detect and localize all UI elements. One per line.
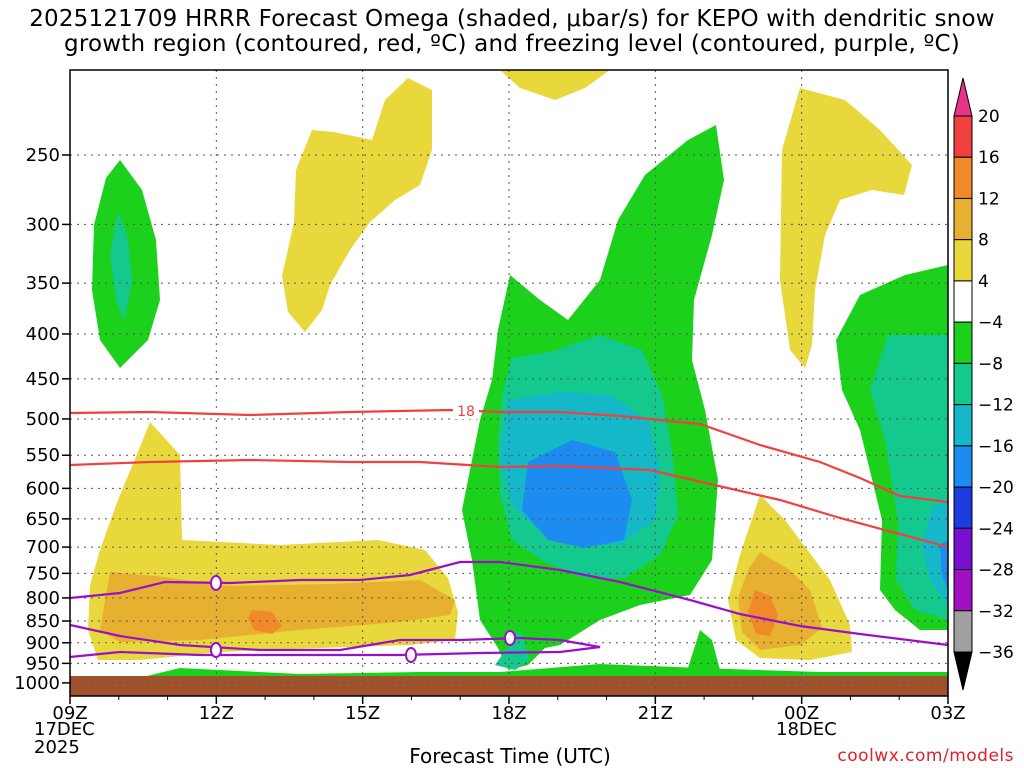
x-tick-label-15Z: 15Z	[345, 703, 380, 724]
colorbar: 20 16 12 8 4 −4 −8 −12 −16 −20 −24 −28 −32 −36	[953, 77, 1014, 691]
freezing-label-mid-center	[405, 647, 417, 663]
colorbar-swatch-top	[953, 77, 973, 117]
colorbar-label-6: −8	[978, 354, 1003, 374]
y-tick-label-700: 700	[26, 537, 60, 558]
omega-shade-sink-right-blue	[940, 540, 948, 590]
date-label-start-day: 17DEC	[34, 719, 95, 740]
x-axis: 09Z 12Z 15Z 18Z 21Z 00Z 03Z	[52, 696, 966, 724]
freezing-level-upper	[70, 560, 948, 647]
colorbar-swatch-2	[953, 156, 973, 199]
freezing-label-mid-right	[504, 630, 516, 646]
chart-title-line-1: 2025121709 HRRR Forecast Omega (shaded, …	[29, 6, 995, 32]
y-tick-label-950: 950	[26, 653, 60, 674]
colorbar-swatch-12	[953, 569, 973, 612]
colorbar-label-5: −4	[978, 313, 1003, 333]
omega-shade-sink-surface-peak	[688, 630, 720, 670]
omega-shade-rise-right	[780, 88, 912, 368]
dendritic-upper-contour	[70, 408, 948, 504]
date-label-start: 17DEC 2025	[34, 721, 95, 757]
colorbar-swatch-1	[953, 115, 973, 158]
y-tick-label-250: 250	[26, 145, 60, 166]
colorbar-swatch-11	[953, 527, 973, 571]
date-label-next: 18DEC	[776, 721, 837, 739]
freezing-label-mid-left	[210, 642, 222, 658]
omega-shade-rise-upper	[282, 78, 432, 332]
colorbar-label-9: −20	[978, 478, 1014, 498]
colorbar-label-0: 20	[978, 107, 1000, 127]
x-tick-label-09Z: 09Z	[52, 703, 87, 724]
y-tick-label-850: 850	[26, 611, 60, 632]
colorbar-swatch-6	[953, 321, 973, 364]
y-tick-label-800: 800	[26, 588, 60, 609]
colorbar-label-1: 16	[978, 148, 1000, 168]
colorbar-swatch-13	[953, 610, 973, 653]
y-tick-label-300: 300	[26, 214, 60, 235]
contour-label-18: 18	[453, 403, 479, 420]
omega-shade-sink-near-surface	[495, 630, 530, 670]
contour-lines: 18	[70, 403, 948, 663]
omega-shade-rise-late-peak	[748, 590, 778, 636]
omega-shade-sink-right-cyan	[922, 500, 948, 605]
colorbar-label-2: 12	[978, 189, 1000, 209]
y-tick-label-900: 900	[26, 633, 60, 654]
omega-shading	[70, 70, 948, 696]
colorbar-label-10: −24	[978, 519, 1014, 539]
y-tick-label-550: 550	[26, 445, 60, 466]
colorbar-label-7: −12	[978, 396, 1014, 416]
colorbar-swatch-10	[953, 486, 973, 529]
colorbar-swatch-3	[953, 197, 973, 241]
colorbar-swatch-8	[953, 404, 973, 447]
dendritic-lower-contour	[70, 458, 948, 549]
contour-label-18-text: 18	[457, 404, 475, 420]
y-tick-label-600: 600	[26, 478, 60, 499]
date-label-start-year: 2025	[34, 737, 80, 758]
omega-shade-rise-lower-peak	[248, 610, 282, 634]
chart-title-line-2: growth region (contoured, red, ºC) and f…	[64, 31, 960, 57]
colorbar-label-8: −16	[978, 437, 1014, 457]
y-tick-label-350: 350	[26, 273, 60, 294]
colorbar-label-12: −32	[978, 602, 1014, 622]
omega-shade-sink-left-core	[110, 212, 132, 320]
y-tick-label-500: 500	[26, 409, 60, 430]
x-tick-label-00Z: 00Z	[784, 703, 819, 724]
colorbar-label-4: 4	[978, 272, 989, 292]
x-tick-label-03Z: 03Z	[930, 703, 965, 724]
x-axis-title: Forecast Time (UTC)	[409, 744, 611, 768]
colorbar-label-3: 8	[978, 231, 989, 251]
x-tick-label-21Z: 21Z	[638, 703, 673, 724]
y-tick-label-450: 450	[26, 369, 60, 390]
colorbar-swatch-bottom	[953, 651, 973, 691]
omega-shade-rise-lower-orange	[100, 572, 455, 642]
colorbar-label-11: −28	[978, 561, 1014, 581]
colorbar-swatch-4	[953, 239, 973, 282]
y-axis: 2503003504004505005506006507007508008509…	[14, 145, 70, 694]
freezing-label-upper	[210, 575, 222, 591]
y-tick-label-400: 400	[26, 324, 60, 345]
y-tick-label-1000: 1000	[14, 673, 60, 694]
x-tick-label-18Z: 18Z	[491, 703, 526, 724]
colorbar-swatch-7	[953, 362, 973, 406]
omega-shade-rise-top	[500, 70, 610, 100]
freezing-level-mid	[70, 623, 601, 659]
colorbar-swatch-9	[953, 445, 973, 488]
colorbar-swatch-5	[953, 280, 973, 323]
colorbar-label-13: −36	[978, 643, 1014, 663]
credit-link[interactable]: coolwx.com/models	[837, 746, 1014, 766]
x-tick-label-12Z: 12Z	[199, 703, 234, 724]
y-tick-label-650: 650	[26, 509, 60, 530]
date-label-next-day: 18DEC	[776, 719, 837, 740]
y-tick-label-750: 750	[26, 563, 60, 584]
